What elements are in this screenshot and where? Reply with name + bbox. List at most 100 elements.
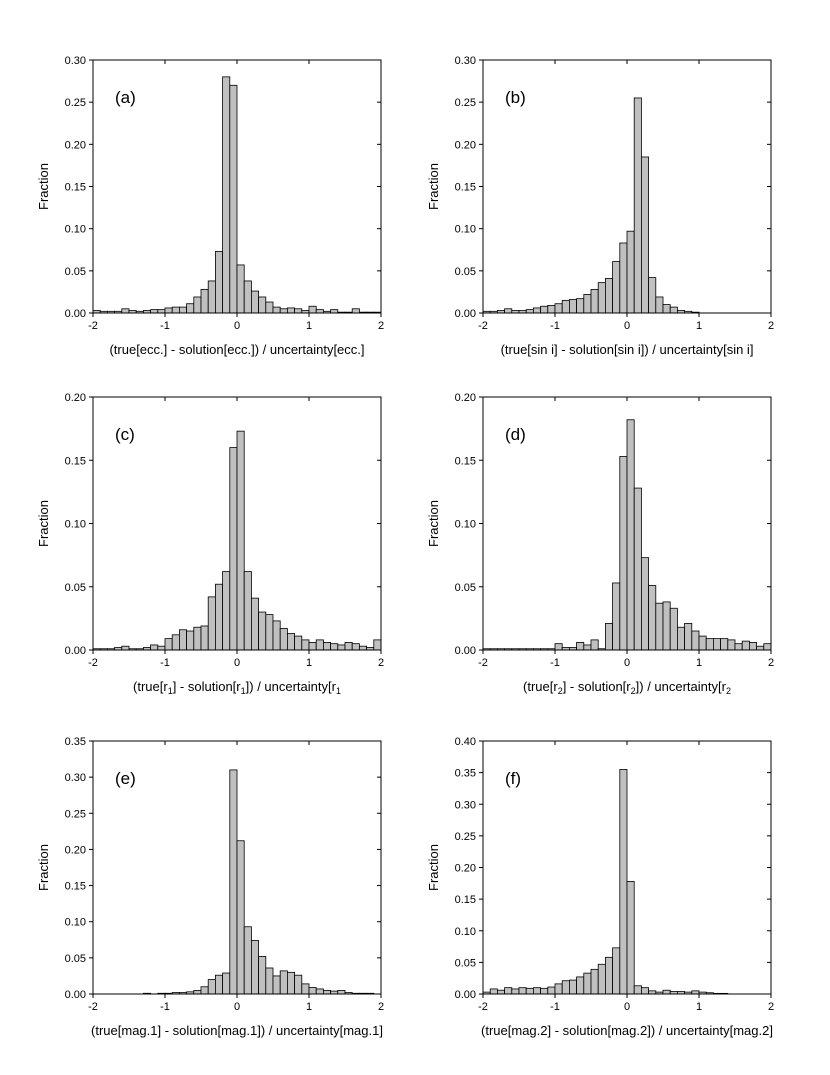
y-tick-label: 0.35 [65, 736, 86, 748]
histogram-bar [150, 644, 159, 651]
x-tick-label: 2 [768, 657, 774, 669]
histogram-bar [193, 296, 202, 314]
x-axis-title-subscript: 2 [558, 686, 563, 696]
histogram-bar [351, 308, 360, 314]
histogram-bar [756, 645, 765, 651]
histogram-bar [258, 611, 267, 651]
x-tick-label: 2 [768, 1001, 774, 1013]
histogram-bar [525, 987, 534, 995]
histogram-bar [236, 840, 245, 995]
x-tick-label: 1 [696, 320, 702, 332]
histogram-bar [330, 643, 339, 651]
histogram-bar [561, 980, 570, 995]
histogram-bar [121, 645, 130, 651]
chart-panel: 0.00 0.05 0.10 0.15 0.20 -2 -1 0 1 2 (c) Fraction (t… [36, 392, 384, 696]
y-tick-label: 0.30 [455, 799, 476, 811]
histogram-bar [315, 988, 324, 995]
histogram-bar [250, 940, 259, 995]
histogram-bar [576, 298, 585, 314]
histogram-bar [294, 308, 303, 314]
y-axis-title: Fraction [36, 500, 51, 547]
histogram-bar [344, 642, 353, 651]
histogram-bar [272, 306, 281, 314]
histogram-bar [720, 638, 729, 651]
histogram-bar [337, 644, 346, 651]
histogram-bar [605, 278, 614, 314]
histogram-bar [243, 280, 252, 314]
histogram-bar [222, 571, 231, 651]
histogram-bar [171, 306, 180, 314]
chart-panel: 0.00 0.05 0.10 0.15 0.20 0.25 0.30 -2 -1 0 1 2 (a) Fr… [36, 55, 384, 357]
x-tick-label: 2 [378, 657, 384, 669]
panel-label: (e) [115, 769, 136, 788]
histogram-bar [705, 638, 714, 651]
y-tick-label: 0.35 [455, 768, 476, 780]
histogram-bar [489, 988, 498, 995]
histogram-bar [612, 582, 621, 651]
histogram-bar [279, 970, 288, 995]
histogram-bar [533, 987, 542, 995]
histogram-bar [633, 97, 642, 314]
x-axis-title-segment: (true[r [523, 679, 558, 694]
x-tick-label: 1 [696, 657, 702, 669]
histogram-bar [330, 309, 339, 314]
y-tick-label: 0.00 [455, 989, 476, 1001]
y-tick-label: 0.20 [455, 392, 476, 404]
histogram-bar [178, 306, 187, 314]
y-tick-label: 0.10 [65, 917, 86, 929]
histogram-bar [554, 643, 563, 651]
panel-label: (f) [505, 769, 521, 788]
histogram-bar [641, 156, 650, 314]
histogram-bar [294, 635, 303, 651]
histogram-bar [373, 639, 382, 651]
x-axis-title-segment: (true[mag.2] - solution[mag.2]) / uncert… [481, 1023, 773, 1038]
histogram-bar [583, 294, 592, 314]
histogram-bar [540, 987, 549, 995]
panel-label: (c) [115, 425, 135, 444]
histogram-bar [214, 251, 223, 314]
histogram-bar [554, 983, 563, 995]
histogram-bar [301, 639, 310, 651]
x-axis-title-segment: (true[mag.1] - solution[mag.1]) / uncert… [91, 1023, 383, 1038]
y-tick-label: 0.00 [455, 645, 476, 657]
histogram-bar [322, 642, 331, 651]
histogram-bar [265, 967, 274, 995]
histogram-bar [677, 626, 686, 651]
histogram-bar [626, 419, 635, 651]
histogram-bar [561, 299, 570, 314]
histogram-bar [308, 987, 317, 995]
y-tick-label: 0.15 [455, 894, 476, 906]
x-tick-label: 1 [306, 657, 312, 669]
histogram-bar [229, 769, 238, 995]
histogram-bar [236, 264, 245, 314]
y-tick-label: 0.40 [455, 736, 476, 748]
y-tick-label: 0.00 [65, 989, 86, 1001]
histogram-bar [504, 987, 513, 995]
histogram-bar [496, 989, 505, 995]
y-tick-label: 0.15 [65, 182, 86, 194]
histogram-bar [576, 976, 585, 995]
histogram-bar [186, 630, 195, 651]
histogram-bar [121, 308, 130, 314]
histogram-bar [308, 305, 317, 314]
y-tick-label: 0.10 [455, 926, 476, 938]
chart-panel: 0.00 0.05 0.10 0.15 0.20 0.25 0.30 0.35 0.40 -2 -1… [426, 736, 774, 1038]
histogram-bar [669, 306, 678, 314]
histogram-bar [763, 643, 772, 651]
histogram-bar [243, 571, 252, 651]
y-tick-label: 0.00 [455, 308, 476, 320]
y-axis-title: Fraction [426, 844, 441, 891]
x-tick-label: -2 [88, 1001, 98, 1013]
histogram-bar [626, 230, 635, 314]
histogram-bar [222, 76, 231, 314]
x-axis-title-segment: ] - solution[r [563, 679, 632, 694]
histogram-bar [157, 309, 166, 314]
histogram-bar [214, 583, 223, 651]
panel-label: (d) [505, 425, 526, 444]
histogram-bar [286, 971, 295, 995]
histogram-bar [619, 242, 628, 314]
histogram-bar [315, 639, 324, 651]
y-axis-title: Fraction [426, 500, 441, 547]
histogram-bar [547, 986, 556, 995]
histogram-bar [734, 643, 743, 651]
